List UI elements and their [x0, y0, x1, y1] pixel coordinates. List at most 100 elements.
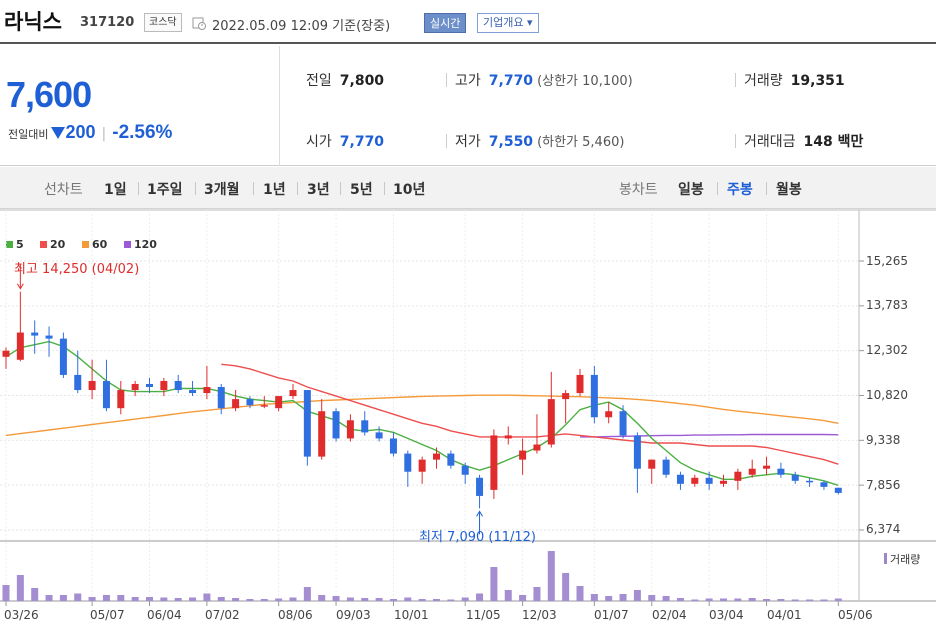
open-label: 시가	[306, 134, 332, 150]
low-annotation: 최저 7,090 (11/12)	[419, 530, 537, 545]
candle-body	[490, 435, 498, 490]
clock-icon	[192, 17, 206, 30]
low-arrow-head	[476, 510, 483, 517]
period-3y[interactable]: 3년	[307, 182, 330, 198]
candle-body	[232, 399, 240, 409]
stock-code: 317120	[80, 15, 135, 30]
candle-body	[562, 393, 570, 400]
legend-ma60-label: 60	[92, 238, 108, 251]
candle-body	[633, 435, 641, 469]
candle-body	[576, 374, 584, 394]
amount-value: 148 백만	[803, 134, 864, 150]
candle-body	[619, 411, 627, 436]
candle-body	[433, 453, 440, 460]
period-1d[interactable]: 1일	[104, 182, 127, 198]
x-tick-label: 05/07	[90, 608, 125, 622]
candle-body	[676, 474, 684, 484]
upper-limit: (상한가 10,100)	[537, 74, 633, 89]
volume-bar	[88, 597, 96, 601]
candle-body	[2, 350, 10, 357]
period-10y[interactable]: 10년	[393, 182, 426, 198]
x-tick-label: 09/03	[336, 608, 371, 622]
candle-monthly[interactable]: 월봉	[776, 182, 802, 198]
change-value: 200	[65, 122, 96, 142]
y-tick-label: 7,856	[866, 478, 901, 492]
volume-bar	[59, 595, 67, 601]
prev-close-label: 전일	[306, 73, 332, 89]
x-tick-label: 07/02	[205, 608, 240, 622]
candle-body	[203, 387, 211, 394]
legend-ma5-label: 5	[16, 238, 24, 251]
volume-bar	[174, 598, 182, 601]
candle-body	[504, 435, 512, 439]
candle-body	[318, 411, 326, 457]
candle-body	[820, 482, 828, 487]
down-triangle-icon	[51, 127, 66, 139]
candle-body	[590, 374, 598, 418]
x-tick-label: 05/06	[838, 608, 873, 622]
volume-bar	[791, 599, 799, 601]
volume-bar	[691, 599, 699, 601]
y-tick-label: 12,302	[866, 343, 908, 357]
y-tick-label: 13,783	[866, 298, 908, 312]
x-tick-label: 11/05	[466, 608, 501, 622]
volume-bar	[504, 590, 512, 601]
volume-bar	[748, 598, 756, 601]
lower-limit: (하한가 5,460)	[537, 135, 625, 150]
legend-ma20-label: 20	[50, 238, 66, 251]
candle-body	[389, 438, 397, 454]
volume-bar	[519, 595, 527, 601]
ma20-line	[221, 363, 839, 465]
volume-bar	[562, 573, 570, 601]
candle-body	[59, 338, 67, 375]
volume-bar	[404, 597, 412, 601]
volume-bar	[720, 598, 727, 601]
volume-bar	[275, 598, 283, 601]
candle-weekly[interactable]: 주봉	[727, 182, 753, 198]
volume-legend: 거래량	[884, 551, 920, 567]
candle-body	[748, 468, 756, 475]
period-1y[interactable]: 1년	[263, 182, 286, 198]
high-value: 7,770	[488, 73, 534, 89]
candle-body	[662, 459, 670, 475]
candle-body	[117, 390, 125, 409]
y-tick-label: 9,338	[866, 433, 901, 447]
prev-close-value: 7,800	[339, 73, 385, 89]
quote-basis: 기준(장중)	[332, 19, 391, 34]
candle-body	[720, 480, 727, 484]
candle-body	[16, 332, 24, 360]
ma60-line	[5, 394, 839, 437]
volume-bar	[31, 588, 39, 601]
period-3m[interactable]: 3개월	[204, 182, 240, 198]
x-tick-label: 06/04	[147, 608, 182, 622]
period-1w[interactable]: 1주일	[147, 182, 183, 198]
volume-bar	[662, 596, 670, 601]
legend-ma60-swatch	[82, 241, 89, 248]
candle-daily[interactable]: 일봉	[678, 182, 704, 198]
volume-bar	[117, 595, 125, 601]
volume-bar	[217, 597, 225, 601]
volume-bar	[74, 593, 82, 601]
legend-ma120-label: 120	[134, 238, 157, 251]
y-tick-label: 10,820	[866, 388, 908, 402]
legend-ma20-swatch	[40, 241, 47, 248]
volume-bar	[619, 594, 627, 601]
volume-bar	[232, 598, 240, 601]
stock-name: 라닉스	[4, 10, 62, 34]
volume-bar	[633, 590, 641, 601]
legend-ma20: 20	[40, 238, 65, 251]
company-overview-dropdown[interactable]: 기업개요 ▾	[477, 13, 539, 33]
candle-body	[260, 405, 268, 407]
volume-bar	[734, 598, 742, 601]
x-tick-label: 03/04	[709, 608, 744, 622]
volume-bar	[375, 598, 383, 601]
candle-body	[303, 390, 311, 457]
open-cell: 시가 7,770	[306, 131, 384, 151]
period-5y[interactable]: 5년	[350, 182, 373, 198]
volume-bar	[547, 551, 555, 601]
candle-body	[346, 420, 354, 439]
x-tick-label: 04/01	[767, 608, 802, 622]
volume-bar	[146, 597, 153, 601]
realtime-button[interactable]: 실시간	[424, 13, 467, 33]
